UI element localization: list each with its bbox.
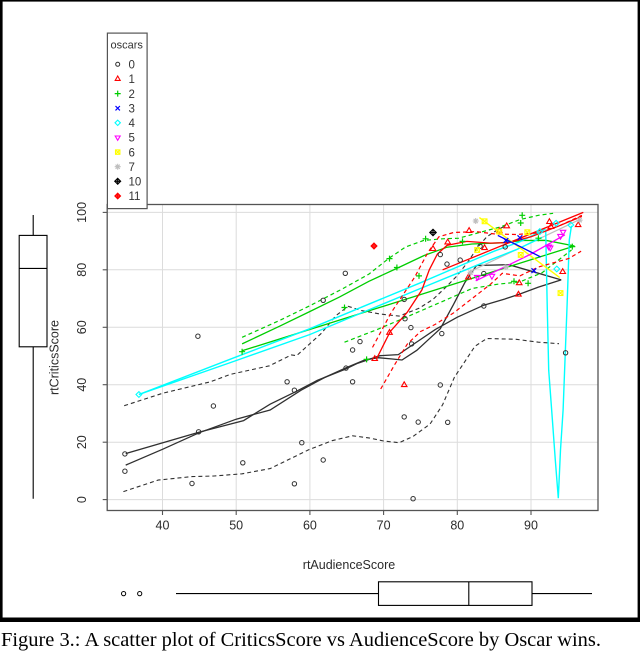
svg-text:40: 40 (156, 519, 170, 533)
svg-text:4: 4 (129, 118, 136, 130)
svg-text:20: 20 (75, 435, 89, 449)
svg-text:10: 10 (129, 177, 142, 189)
svg-text:60: 60 (75, 320, 89, 334)
svg-text:11: 11 (129, 191, 141, 203)
svg-text:6: 6 (129, 147, 135, 159)
svg-text:oscars: oscars (111, 40, 144, 52)
svg-text:2: 2 (129, 89, 135, 101)
svg-text:40: 40 (75, 378, 89, 392)
svg-text:80: 80 (75, 263, 89, 277)
svg-text:0: 0 (75, 496, 89, 503)
svg-text:80: 80 (450, 519, 464, 533)
svg-text:rtAudienceScore: rtAudienceScore (303, 558, 395, 572)
svg-text:60: 60 (303, 519, 317, 533)
svg-text:90: 90 (524, 519, 538, 533)
svg-text:3: 3 (129, 103, 135, 115)
svg-text:0: 0 (129, 60, 135, 72)
svg-text:Figure 3.: A scatter plot of C: Figure 3.: A scatter plot of CriticsScor… (1, 629, 601, 651)
svg-text:1: 1 (129, 74, 135, 86)
svg-text:7: 7 (129, 162, 135, 174)
svg-text:5: 5 (129, 133, 135, 145)
svg-text:70: 70 (377, 519, 391, 533)
svg-text:100: 100 (75, 202, 89, 223)
svg-text:rtCriticsScore: rtCriticsScore (48, 320, 62, 395)
svg-text:50: 50 (229, 519, 243, 533)
